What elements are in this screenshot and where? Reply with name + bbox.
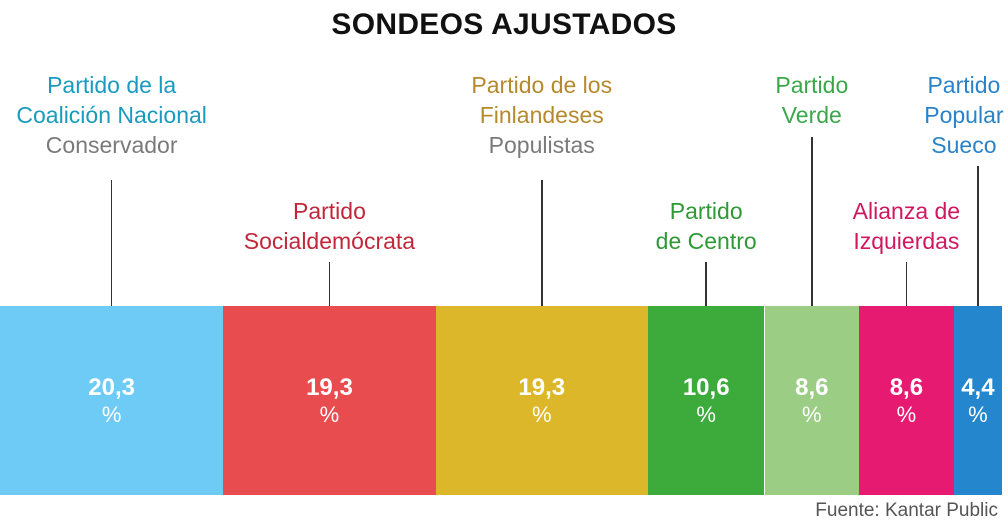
- bar-value-label: 8,6: [795, 373, 829, 401]
- category-name-line: Verde: [781, 102, 842, 128]
- category-name-line: Izquierdas: [853, 228, 960, 254]
- bar-value-label: 4,4: [961, 373, 995, 401]
- leader-line: [110, 180, 113, 306]
- category-name-line: Partido: [293, 198, 366, 224]
- chart-title: SONDEOS AJUSTADOS: [331, 8, 677, 41]
- bar-unit-label: %: [101, 401, 122, 427]
- bar-value-label: 19,3: [518, 373, 566, 401]
- bar-value-label: 19,3: [306, 373, 353, 401]
- bar-segment: 8,6%: [764, 306, 860, 495]
- bar-value-label: 8,6: [889, 373, 924, 401]
- category-name-line: Coalición Nacional: [16, 102, 207, 128]
- category-name-line: Partido: [669, 198, 743, 224]
- bar-segment: 19,3%: [435, 306, 648, 495]
- leader-line: [905, 262, 908, 306]
- category-label: Partido Socialdemócrata: [244, 196, 415, 256]
- bar-segment: 8,6%: [859, 306, 954, 495]
- category-name-line: Alianza de: [852, 198, 961, 224]
- category-subtitle: Conservador: [45, 132, 178, 158]
- leader-line: [811, 137, 813, 306]
- bar-segment: 19,3%: [223, 306, 436, 495]
- category-label: Partido de Centro: [656, 196, 757, 256]
- leader-line: [328, 262, 331, 306]
- bar-unit-label: %: [968, 401, 988, 427]
- category-label: Partido de la Coalición Nacional Conservad…: [16, 70, 207, 160]
- category-label: Partido Popular Sueco: [924, 70, 1003, 160]
- category-label: Partido Verde: [775, 70, 848, 130]
- category-label: Alianza de Izquierdas: [853, 196, 960, 256]
- category-name-line: Partido de la: [47, 72, 177, 98]
- category-name-line: Partido: [927, 72, 1001, 98]
- bar-unit-label: %: [696, 401, 716, 427]
- bar-segment: 4,4%: [953, 306, 1003, 495]
- category-label: Partido de los Finlandeses Populistas: [471, 70, 612, 160]
- bar-unit-label: %: [802, 401, 822, 427]
- bar-value-label: 20,3: [88, 373, 135, 401]
- leader-line: [541, 180, 543, 306]
- bar-value-label: 10,6: [682, 373, 730, 401]
- category-name-line: Popular: [924, 102, 1004, 128]
- category-name-line: de Centro: [655, 228, 757, 254]
- bar-segment: 20,3%: [0, 306, 224, 495]
- category-subtitle: Populistas: [488, 132, 595, 158]
- bar-segment: 10,6%: [647, 306, 765, 495]
- bar-unit-label: %: [531, 401, 552, 427]
- category-name-line: Finlandeses: [479, 102, 604, 128]
- category-name-line: Partido: [775, 72, 849, 98]
- leader-line: [977, 166, 979, 306]
- category-name-line: Partido de los: [471, 72, 613, 98]
- bar-unit-label: %: [896, 401, 917, 427]
- bar-unit-label: %: [319, 401, 340, 427]
- category-name-line: Socialdemócrata: [243, 228, 416, 254]
- category-name-line: Sueco: [931, 132, 997, 158]
- leader-line: [705, 262, 707, 306]
- source-note: Fuente: Kantar Public: [815, 500, 998, 521]
